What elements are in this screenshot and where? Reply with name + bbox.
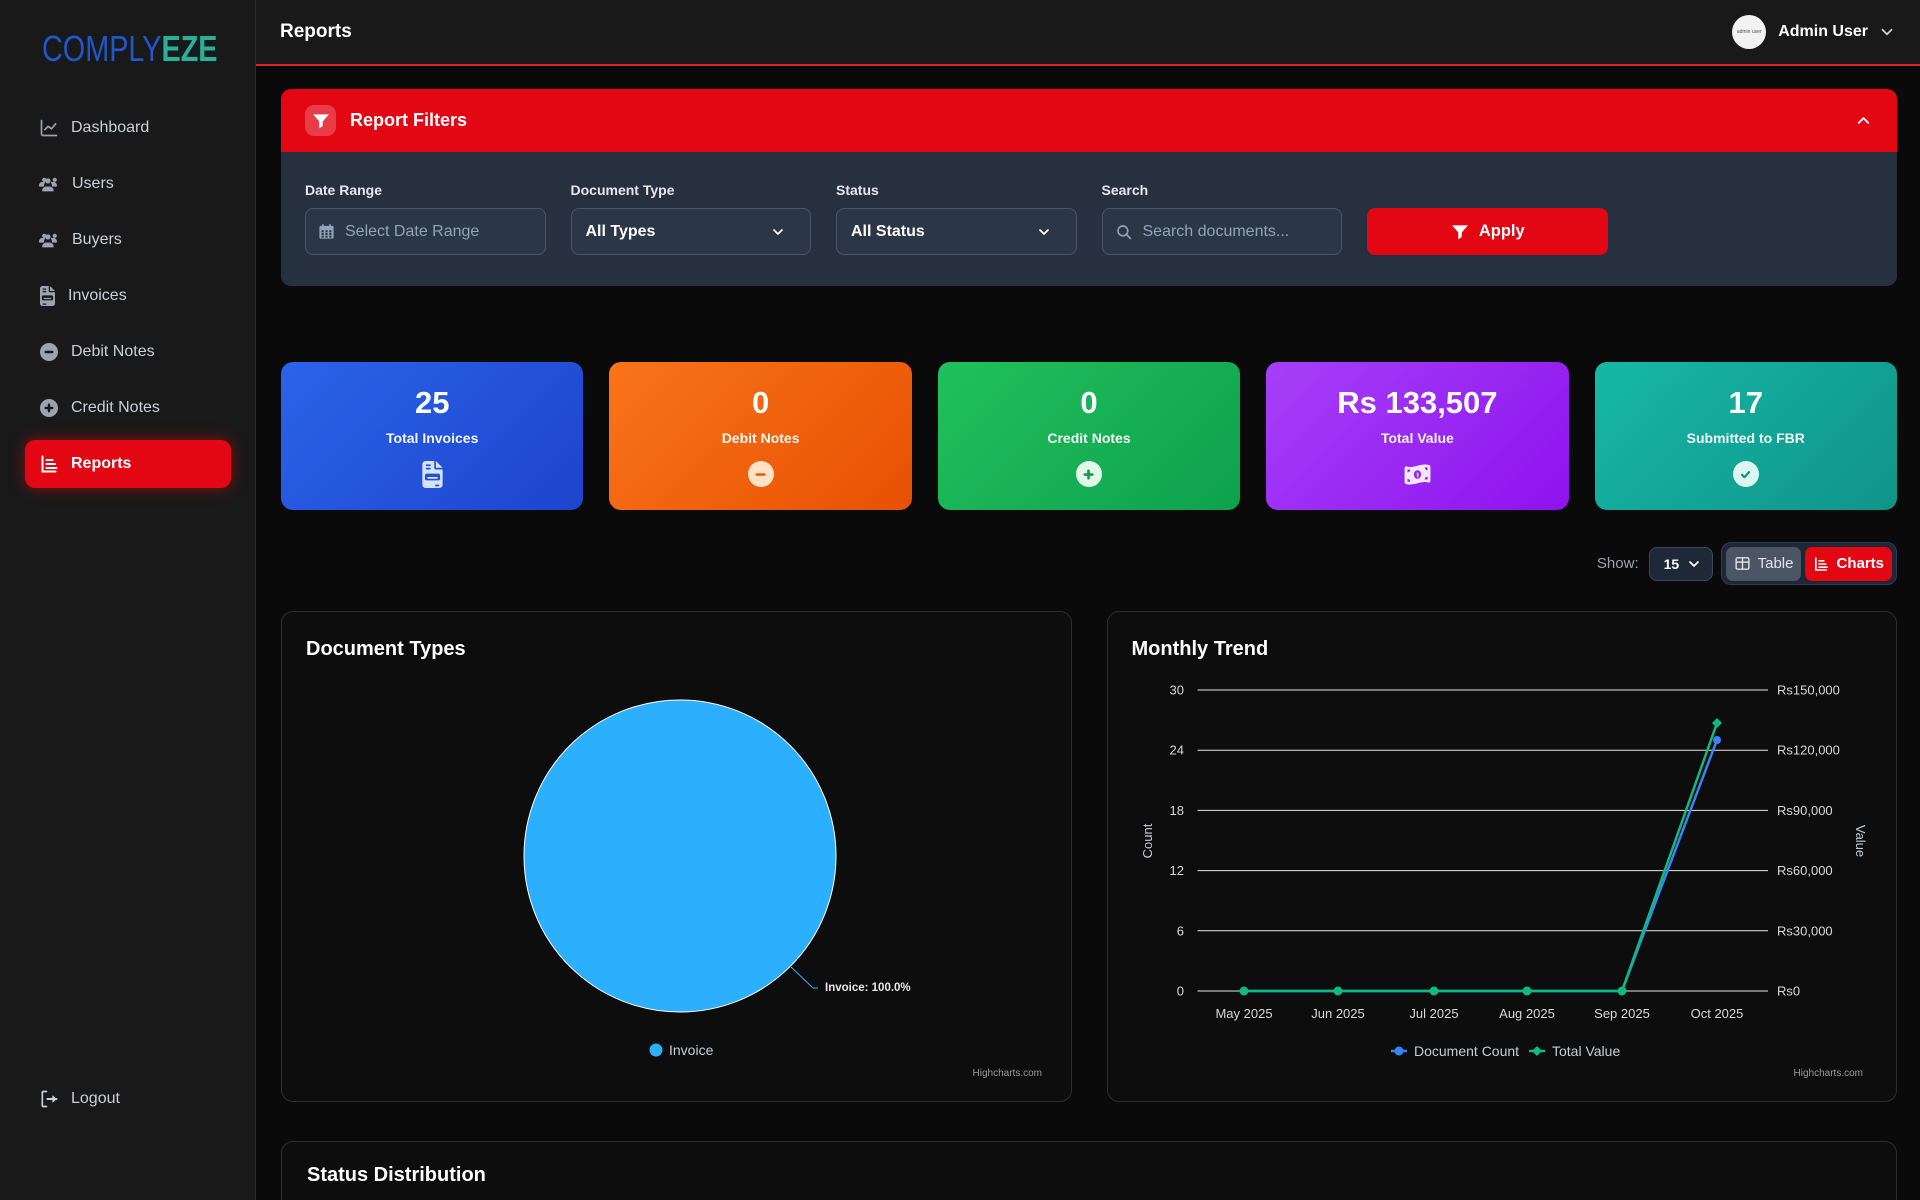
svg-text:Invoice: 100.0%: Invoice: 100.0% (825, 982, 911, 994)
svg-text:Document Count: Document Count (1414, 1043, 1519, 1059)
svg-text:0: 0 (1176, 984, 1183, 999)
svg-text:Invoice: Invoice (669, 1042, 714, 1058)
svg-text:Value: Value (1853, 825, 1868, 857)
svg-text:Rs90,000: Rs90,000 (1777, 803, 1833, 818)
svg-text:18: 18 (1169, 803, 1183, 818)
svg-text:24: 24 (1169, 743, 1183, 758)
svg-text:Aug 2025: Aug 2025 (1499, 1006, 1555, 1021)
svg-text:Rs120,000: Rs120,000 (1777, 743, 1840, 758)
svg-text:Highcharts.com: Highcharts.com (973, 1068, 1042, 1079)
svg-text:Rs150,000: Rs150,000 (1777, 683, 1840, 698)
svg-text:Highcharts.com: Highcharts.com (1793, 1068, 1862, 1079)
svg-text:Jun 2025: Jun 2025 (1311, 1006, 1365, 1021)
svg-text:Count: Count (1140, 823, 1155, 858)
svg-text:Rs0: Rs0 (1777, 984, 1800, 999)
svg-text:Sep 2025: Sep 2025 (1594, 1006, 1650, 1021)
svg-text:6: 6 (1176, 923, 1183, 938)
svg-text:Rs60,000: Rs60,000 (1777, 863, 1833, 878)
svg-text:12: 12 (1169, 863, 1183, 878)
svg-text:Rs30,000: Rs30,000 (1777, 923, 1833, 938)
svg-text:30: 30 (1169, 683, 1183, 698)
svg-text:May 2025: May 2025 (1215, 1006, 1272, 1021)
svg-text:Jul 2025: Jul 2025 (1409, 1006, 1458, 1021)
svg-text:Oct 2025: Oct 2025 (1690, 1006, 1743, 1021)
svg-text:Total Value: Total Value (1552, 1043, 1620, 1059)
